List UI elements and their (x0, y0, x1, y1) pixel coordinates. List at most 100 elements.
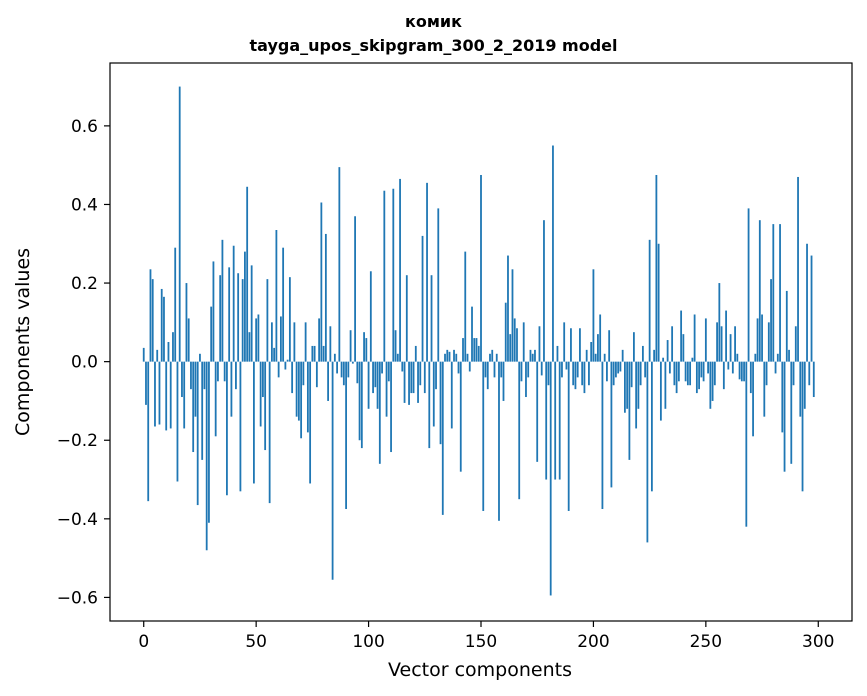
bar-component-5 (154, 361, 156, 427)
bar-component-157 (495, 353, 498, 362)
bar-component-250 (704, 318, 707, 362)
bar-component-259 (725, 310, 727, 362)
bar-component-242 (686, 361, 689, 386)
bar-component-150 (480, 174, 482, 362)
bar-component-120 (412, 361, 415, 394)
bar-component-281 (774, 361, 777, 374)
bar-component-143 (464, 251, 467, 362)
bar-component-27 (203, 361, 206, 390)
bar-component-44 (241, 279, 244, 362)
bar-component-175 (536, 361, 539, 462)
bar-component-253 (711, 361, 714, 401)
bar-component-9 (163, 296, 165, 362)
bar-component-220 (637, 361, 640, 409)
bar-component-10 (165, 361, 168, 431)
bar-component-25 (199, 353, 201, 362)
bar-component-40 (232, 245, 235, 362)
bar-component-83 (329, 326, 332, 362)
bar-component-17 (181, 361, 183, 398)
bar-component-245 (693, 314, 696, 362)
bar-component-45 (244, 251, 246, 362)
bar-component-96 (358, 361, 361, 441)
bar-component-13 (172, 332, 174, 362)
bar-component-73 (306, 361, 309, 433)
bar-component-211 (617, 361, 620, 374)
bar-component-202 (597, 334, 599, 362)
bar-component-91 (347, 361, 350, 378)
bar-component-92 (349, 330, 352, 362)
bar-component-101 (369, 271, 372, 362)
bar-component-95 (356, 361, 359, 384)
bar-component-260 (727, 361, 730, 370)
bar-component-42 (237, 273, 240, 362)
y-axis-ticks: −0.6 −0.4 −0.2 0.0 0.2 0.4 0.6 (57, 117, 110, 608)
bar-component-195 (581, 361, 584, 386)
bar-component-172 (529, 349, 532, 362)
bar-component-168 (520, 361, 523, 382)
bar-component-41 (235, 361, 237, 390)
bar-component-28 (205, 361, 208, 551)
bar-component-61 (279, 316, 282, 362)
bar-component-263 (734, 326, 736, 362)
bar-component-192 (574, 361, 577, 390)
bar-component-58 (273, 347, 276, 362)
bar-component-151 (482, 361, 485, 511)
bar-component-90 (345, 361, 347, 510)
bar-component-112 (394, 330, 397, 362)
bar-component-43 (239, 361, 242, 492)
bar-component-205 (603, 353, 606, 362)
bar-component-166 (516, 328, 518, 362)
x-tick-label: 200 (577, 632, 609, 652)
bar-component-257 (720, 326, 723, 362)
bar-component-126 (426, 182, 428, 362)
bar-component-200 (592, 269, 595, 362)
x-axis-label: Vector components (388, 659, 572, 681)
bar-component-181 (549, 361, 552, 596)
bar-component-228 (655, 174, 658, 362)
bar-component-2 (147, 361, 150, 502)
bar-component-183 (554, 361, 557, 480)
bar-component-102 (372, 361, 374, 394)
bar-component-51 (257, 314, 260, 362)
y-tick-label: −0.4 (57, 510, 98, 530)
bar-component-226 (650, 361, 653, 492)
bar-component-236 (673, 361, 676, 386)
bar-component-270 (749, 361, 752, 394)
bar-component-29 (208, 361, 210, 523)
bar-component-133 (441, 361, 444, 515)
bar-component-81 (324, 233, 327, 362)
bar-component-186 (561, 361, 563, 378)
bar-component-278 (767, 322, 770, 362)
bar-component-189 (567, 361, 570, 511)
bar-component-71 (302, 361, 305, 386)
bar-component-287 (788, 349, 790, 362)
bar-component-48 (250, 265, 253, 362)
bar-component-16 (178, 86, 181, 362)
bar-component-283 (779, 224, 781, 362)
bar-component-162 (507, 255, 509, 362)
bar-component-246 (695, 361, 698, 394)
bar-component-108 (385, 361, 388, 417)
bar-component-62 (282, 247, 285, 362)
bar-component-15 (176, 361, 179, 482)
bar-component-65 (288, 277, 291, 362)
bar-component-60 (277, 361, 280, 378)
bar-component-134 (444, 353, 446, 362)
bar-component-14 (174, 247, 177, 362)
bar-component-255 (716, 322, 718, 362)
bar-component-276 (763, 361, 766, 417)
bar-component-79 (320, 202, 323, 362)
bar-component-138 (453, 349, 455, 362)
bar-component-49 (253, 361, 255, 484)
bar-component-131 (437, 208, 440, 362)
bar-component-234 (668, 361, 671, 374)
bar-component-57 (270, 322, 273, 362)
bar-component-72 (304, 322, 307, 362)
bar-component-109 (387, 361, 390, 382)
bar-component-32 (214, 361, 217, 437)
bar-component-213 (621, 349, 624, 362)
bar-component-194 (579, 328, 581, 362)
bar-component-177 (540, 361, 543, 376)
bar-component-123 (419, 361, 422, 386)
